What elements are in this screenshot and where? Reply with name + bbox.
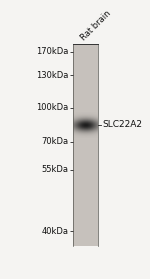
Text: 130kDa: 130kDa (36, 71, 69, 80)
Text: 170kDa: 170kDa (36, 47, 69, 56)
Text: Rat brain: Rat brain (79, 8, 113, 42)
Text: 55kDa: 55kDa (42, 165, 69, 174)
Text: 40kDa: 40kDa (42, 227, 69, 236)
Text: 100kDa: 100kDa (36, 103, 69, 112)
Text: 70kDa: 70kDa (42, 138, 69, 146)
Text: SLC22A2: SLC22A2 (102, 120, 142, 129)
